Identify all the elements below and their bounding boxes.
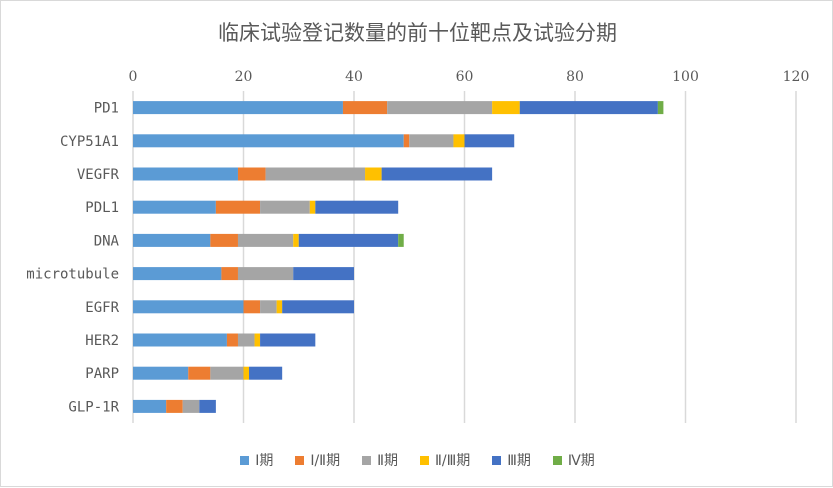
bar-segment: [381, 167, 493, 181]
bar-segment: [254, 333, 261, 347]
legend-swatch: [552, 455, 562, 465]
legend-swatch: [419, 455, 429, 465]
bar-segment: [237, 233, 294, 247]
bar-segment: [133, 233, 211, 247]
bar-segment: [215, 200, 261, 214]
bar-segment: [398, 233, 404, 247]
legend-label: Ⅱ期: [377, 453, 398, 469]
x-tick-label: 0: [129, 69, 138, 85]
category-label: GLP-1R: [68, 399, 119, 415]
x-tick-label: 80: [566, 69, 584, 85]
bar-segment: [403, 134, 410, 148]
bar-segment: [133, 333, 227, 347]
category-label: PD1: [94, 101, 119, 117]
bar-segment: [133, 167, 238, 181]
legend-label: Ⅰ期: [255, 453, 274, 469]
legend-item: Ⅰ/Ⅱ期: [295, 450, 340, 470]
bar-segment: [260, 300, 277, 314]
bar-segment: [237, 167, 266, 181]
x-tick-label: 60: [456, 69, 474, 85]
bar-segment: [133, 366, 189, 380]
bar-segment: [199, 399, 216, 413]
bar-segment: [133, 399, 167, 413]
bar-segment: [298, 233, 399, 247]
legend-label: Ⅲ期: [507, 453, 531, 469]
legend-swatch: [240, 455, 250, 465]
category-label: PARP: [85, 366, 119, 382]
legend-item: Ⅳ期: [552, 450, 595, 470]
bar-segment: [387, 101, 493, 115]
category-label: CYP51A1: [60, 134, 119, 150]
bar-segment: [293, 267, 354, 281]
bar-segment: [276, 300, 283, 314]
bar-segment: [237, 333, 255, 347]
legend-item: Ⅱ/Ⅲ期: [419, 450, 471, 470]
x-tick-label: 40: [345, 69, 363, 85]
bar-segment: [249, 366, 283, 380]
bar-segment: [133, 300, 244, 314]
category-label: PDL1: [85, 200, 119, 216]
bar-segment: [519, 101, 658, 115]
bar-segment: [260, 333, 316, 347]
bar-segment: [221, 267, 238, 281]
bar-segment: [342, 101, 388, 115]
bar-segment: [237, 267, 294, 281]
bar-segment: [243, 300, 261, 314]
legend-swatch: [492, 455, 502, 465]
bar-segment: [210, 233, 238, 247]
category-label: DNA: [94, 233, 120, 249]
bar-segment: [265, 167, 366, 181]
bar-segment: [133, 267, 222, 281]
legend-swatch: [295, 455, 305, 465]
bar-segment: [453, 134, 465, 148]
bar-segment: [309, 200, 316, 214]
legend-label: Ⅱ/Ⅲ期: [434, 453, 471, 469]
legend-item: Ⅰ期: [240, 450, 273, 470]
bar-segment: [243, 366, 250, 380]
bar-segment: [657, 101, 664, 115]
bar-segment: [315, 200, 399, 214]
bar-segment: [166, 399, 183, 413]
legend-item: Ⅱ期: [362, 450, 398, 470]
bar-segment: [182, 399, 200, 413]
bar-segment: [464, 134, 515, 148]
bar-segment: [409, 134, 454, 148]
bar-segment: [133, 200, 216, 214]
bar-segment: [226, 333, 238, 347]
bar-segment: [210, 366, 244, 380]
x-tick-label: 100: [672, 69, 699, 85]
x-tick-label: 120: [783, 69, 810, 85]
bar-segment: [492, 101, 520, 115]
legend-label: Ⅰ/Ⅱ期: [310, 453, 341, 469]
bar-segment: [133, 101, 343, 115]
legend: Ⅰ期 Ⅰ/Ⅱ期 Ⅱ期 Ⅱ/Ⅲ期 Ⅲ期 Ⅳ期: [1, 450, 833, 470]
bar-segment: [260, 200, 310, 214]
bar-segment: [365, 167, 382, 181]
legend-swatch: [362, 455, 372, 465]
category-label: microtubule: [26, 267, 119, 283]
category-label: VEGFR: [77, 167, 120, 183]
legend-item: Ⅲ期: [492, 450, 531, 470]
bar-segment: [282, 300, 354, 314]
bar-segment: [188, 366, 211, 380]
x-tick-label: 20: [235, 69, 253, 85]
bar-segment: [133, 134, 404, 148]
category-label: HER2: [85, 333, 119, 349]
bar-segment: [293, 233, 299, 247]
legend-label: Ⅳ期: [567, 453, 595, 469]
chart-title: 临床试验登记数量的前十位靶点及试验分期: [218, 21, 617, 45]
category-label: EGFR: [85, 300, 119, 316]
